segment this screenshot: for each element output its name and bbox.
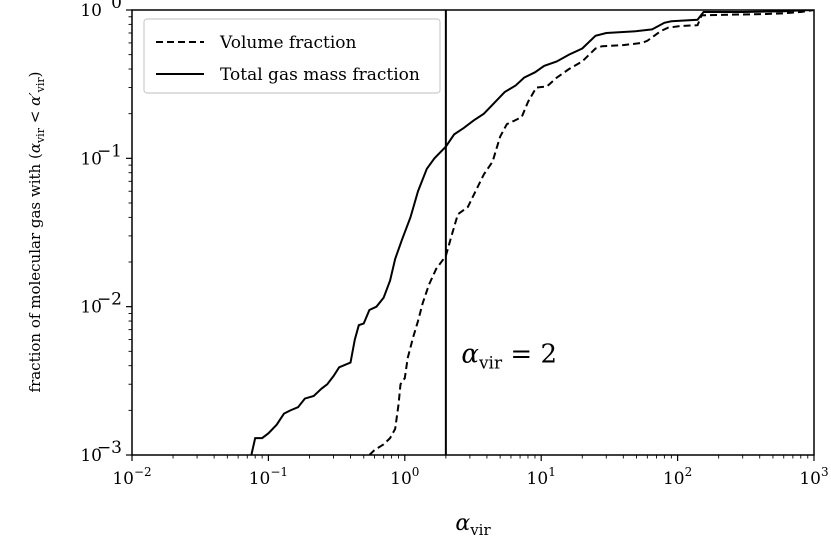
x-tick-label-3: 101 bbox=[527, 465, 556, 489]
x-tick-label-4: 102 bbox=[663, 465, 692, 489]
x-tick-label-0: 10−2 bbox=[112, 465, 151, 489]
plot-frame bbox=[131, 9, 815, 456]
x-tick-label-1: 10−1 bbox=[249, 465, 288, 489]
y-tick-label-2: 10 bbox=[80, 149, 102, 169]
series-layer bbox=[250, 10, 814, 455]
legend: Volume fraction Total gas mass fraction bbox=[143, 18, 441, 94]
y-tick-exp-0: −3 bbox=[97, 438, 122, 458]
y-tick-exp-2: −1 bbox=[97, 141, 122, 161]
series-line-total-gas-mass-fraction bbox=[250, 10, 814, 455]
legend-box bbox=[143, 18, 441, 94]
y-tick-exp-1: −2 bbox=[97, 290, 122, 310]
y-tick-exp-3: 0 bbox=[111, 0, 122, 13]
x-axis-label: αvir bbox=[455, 511, 491, 539]
annotation-alpha-vir-2: αvir = 2 bbox=[461, 340, 557, 374]
y-tick-label-0: 10 bbox=[80, 446, 102, 466]
y-axis-label: fraction of molecular gas with (αvir < α… bbox=[26, 72, 47, 393]
legend-label-0: Volume fraction bbox=[219, 33, 356, 53]
legend-label-1: Total gas mass fraction bbox=[220, 65, 420, 85]
series-line-volume-fraction bbox=[368, 10, 814, 455]
y-tick-label-3: 10 bbox=[80, 1, 102, 21]
x-tick-label-5: 103 bbox=[799, 465, 828, 489]
y-tick-label-1: 10 bbox=[80, 298, 102, 318]
x-tick-label-2: 100 bbox=[390, 465, 419, 489]
